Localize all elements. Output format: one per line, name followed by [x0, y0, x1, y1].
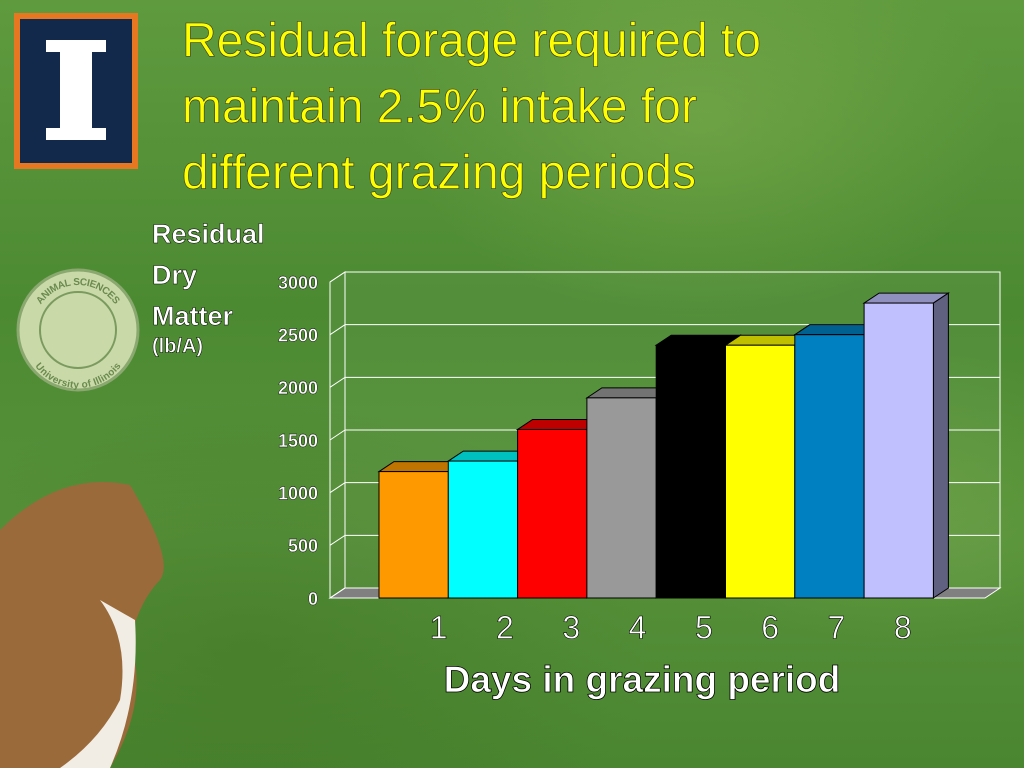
y-tick-label: 2500: [278, 325, 318, 345]
bar: [517, 428, 588, 599]
bar: [378, 471, 449, 599]
y-tick-label: 2000: [278, 378, 318, 398]
bar: [586, 397, 657, 599]
dog-body: [0, 482, 164, 768]
bar: [447, 460, 519, 599]
y-tick-label: 0: [308, 589, 318, 609]
x-tick-label: 6: [761, 609, 779, 645]
logo-i: [46, 40, 106, 140]
x-tick-label: 4: [629, 609, 647, 645]
y-tick-label: 1500: [278, 431, 318, 451]
chart-title: maintain 2.5% intake for: [182, 81, 697, 134]
x-tick-label: 8: [894, 609, 912, 645]
x-tick-label: 3: [562, 609, 580, 645]
grid-line: [329, 271, 1000, 283]
bar: [725, 344, 796, 599]
y-tick-label: 3000: [278, 273, 318, 293]
chart-title: different grazing periods: [182, 147, 696, 200]
x-tick-label: 7: [828, 609, 846, 645]
dog-chest: [60, 600, 136, 768]
x-tick-label: 2: [496, 609, 514, 645]
grid-line: [329, 324, 1000, 336]
y-axis-label: Dry: [152, 260, 197, 290]
y-tick-label: 500: [288, 536, 318, 556]
seal: ANIMAL SCIENCES University of Illinois: [16, 268, 140, 392]
x-tick-label: 5: [695, 609, 713, 645]
x-axis-label: Days in grazing period: [444, 659, 841, 700]
bar: [863, 302, 934, 599]
dog: [0, 482, 164, 768]
y-axis-label: (lb/A): [152, 335, 203, 357]
chart-title: Residual forage required to: [182, 15, 761, 68]
y-axis-label: Matter: [152, 301, 234, 331]
university-logo: [14, 13, 138, 169]
bar-side: [932, 292, 949, 599]
y-tick-label: 1000: [278, 483, 318, 503]
bar: [655, 344, 727, 599]
bar: [794, 334, 865, 599]
seal-ring: [39, 291, 117, 369]
y-axis-label: Residual: [152, 219, 265, 249]
seal-disc: [16, 268, 140, 392]
x-tick-label: 1: [430, 609, 448, 645]
